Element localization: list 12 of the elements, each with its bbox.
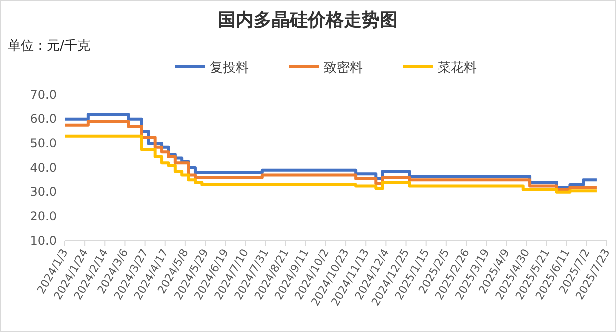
y-tick-label: 40.0 [30,160,57,175]
y-tick-label: 60.0 [30,112,57,126]
chart-title: 国内多晶硅价格走势图 [218,10,398,31]
y-tick-label: 20.0 [30,210,57,224]
y-tick-label: 30.0 [30,185,57,200]
legend-label: 复投料 [210,61,249,76]
y-tick-label: 10.0 [30,234,57,248]
y-axis-title: 单位：元/千克 [8,39,90,54]
y-tick-label: 50.0 [30,136,57,151]
legend-label: 菜花料 [438,61,477,76]
y-tick-label: 70.0 [30,88,57,102]
legend-label: 致密料 [324,61,363,76]
